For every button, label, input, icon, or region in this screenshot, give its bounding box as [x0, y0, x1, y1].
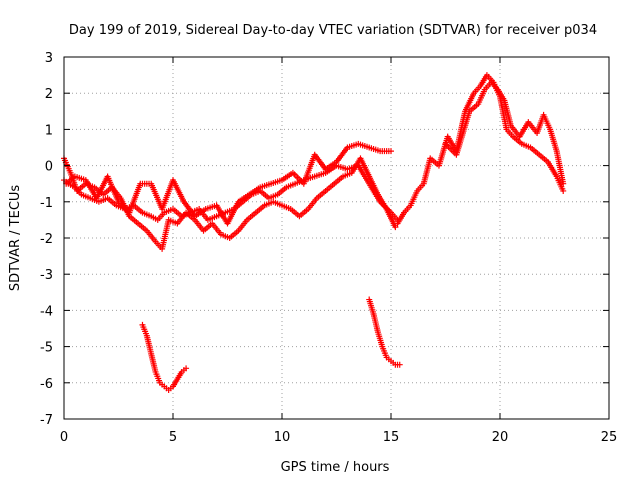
x-tick-label: 10 — [274, 430, 291, 445]
y-tick-label: 3 — [45, 51, 53, 66]
y-tick-label: 2 — [45, 87, 53, 102]
data-point — [396, 361, 403, 368]
x-tick-label: 20 — [492, 430, 509, 445]
y-tick-label: -2 — [40, 232, 53, 247]
data-points — [61, 72, 567, 394]
y-axis-label: SDTVAR / TECUs — [8, 185, 23, 292]
data-point — [560, 180, 567, 187]
y-tick-label: -4 — [40, 304, 53, 319]
y-tick-label: 0 — [45, 160, 53, 175]
x-tick-label: 15 — [383, 430, 400, 445]
data-point — [388, 148, 394, 155]
y-tick-label: 1 — [45, 123, 53, 138]
x-tick-label: 0 — [60, 430, 68, 445]
x-axis-label: GPS time / hours — [281, 460, 390, 475]
chart-title: Day 199 of 2019, Sidereal Day-to-day VTE… — [69, 23, 597, 38]
y-tick-label: -1 — [40, 196, 53, 211]
data-point — [183, 365, 190, 372]
x-tick-label: 5 — [169, 430, 177, 445]
data-point — [560, 187, 567, 194]
y-tick-label: -6 — [40, 377, 53, 392]
y-tick-label: -3 — [40, 268, 53, 283]
y-tick-label: -7 — [40, 413, 53, 428]
x-tick-label: 25 — [601, 430, 618, 445]
grid — [64, 57, 609, 419]
data-point — [392, 224, 399, 231]
y-tick-label: -5 — [40, 341, 53, 356]
